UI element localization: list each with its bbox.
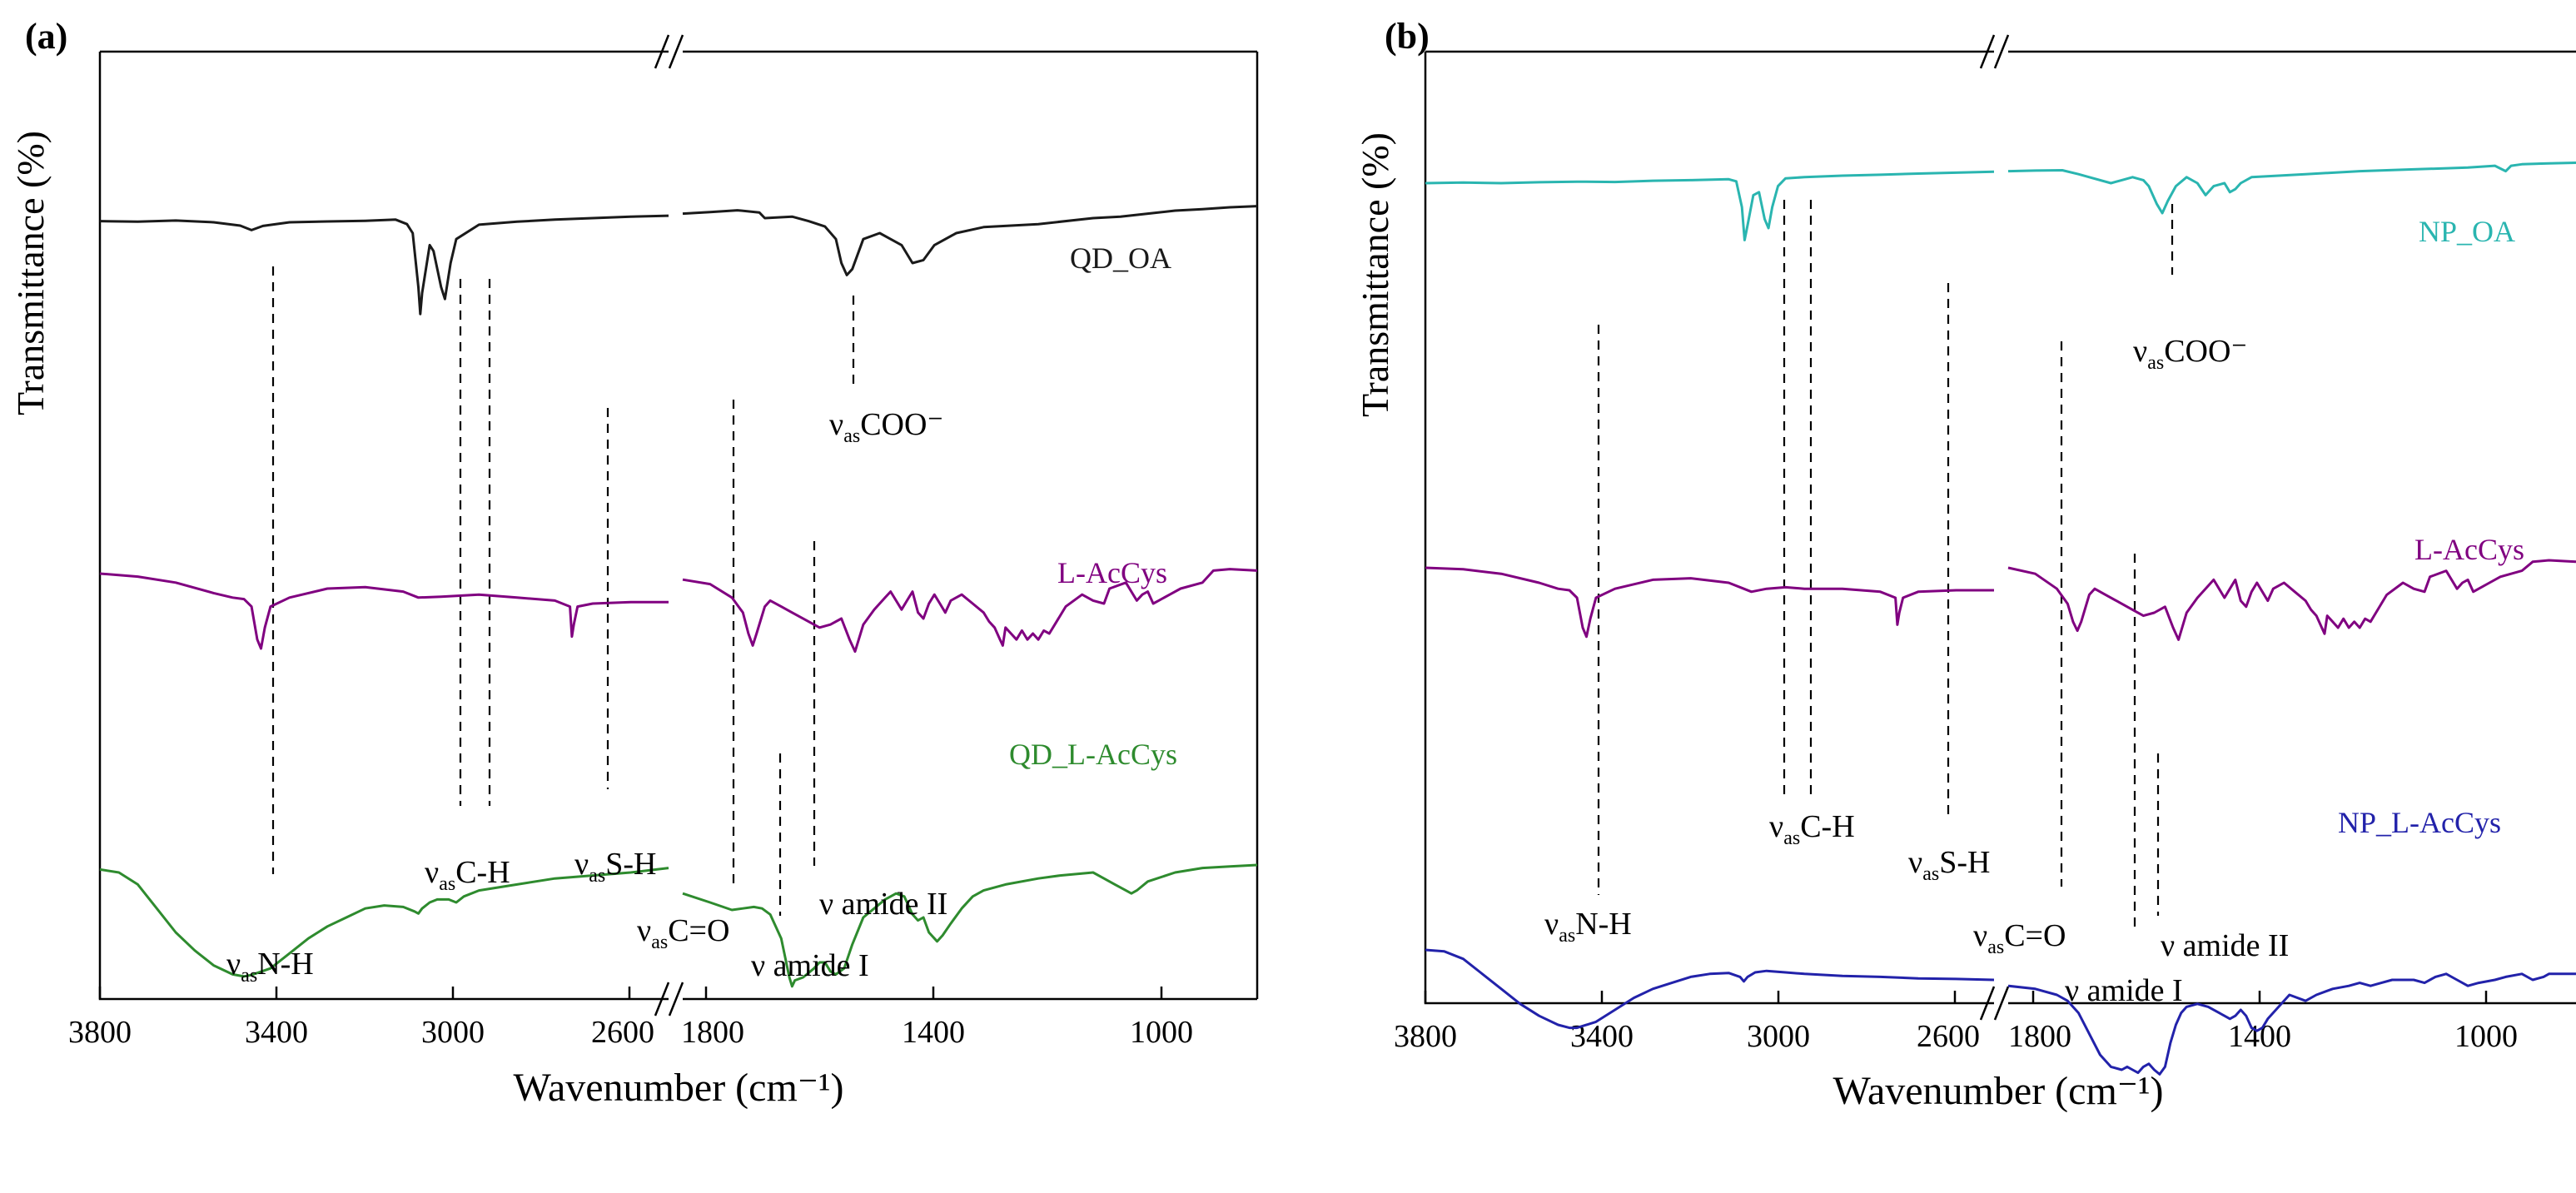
series-label-l-accys: L-AcCys: [1057, 556, 1167, 589]
series-label-np-l-accys: NP_L-AcCys: [2338, 806, 2501, 839]
annotation-amide-ii: ν amide II: [819, 887, 947, 922]
series-line-l-accys: [682, 568, 1258, 654]
x-tick-labels: 3800 3400 3000 2600 1800 1400 1000: [1394, 1019, 2518, 1054]
x-tick-labels: 3800 3400 3000 2600 1800 1400 1000: [68, 1015, 1193, 1050]
series-line-np-l-accys: [1425, 948, 1995, 1030]
x-axis-label: Wavenumber (cm⁻¹): [513, 1066, 843, 1110]
annotation-nh: νasN-H: [1544, 907, 1632, 947]
x-tick-label: 1000: [2454, 1019, 2518, 1054]
annotation-amide-ii: ν amide II: [2161, 928, 2289, 963]
series-line-qd-l-accys: [682, 863, 1258, 988]
y-axis-label: Transmittance (%): [1354, 132, 1396, 417]
series-line-qd-oa: [99, 214, 669, 316]
x-tick-label: 3800: [1394, 1019, 1457, 1054]
axis-break-marks: [1979, 34, 2010, 1021]
x-tick-label: 2600: [1917, 1019, 1980, 1054]
annotation-amide-i: ν amide I: [751, 948, 869, 983]
x-tick-label: 3400: [1570, 1019, 1634, 1054]
x-tick-label: 1400: [2228, 1019, 2291, 1054]
reference-lines: [271, 266, 855, 916]
series-label-l-accys: L-AcCys: [2414, 533, 2524, 566]
peak-annotations: νasCOO⁻ νasN-H νasC-H νasS-H νasC=O ν am…: [1544, 334, 2289, 1008]
x-ticks: [1424, 991, 2488, 1003]
annotation-coo: νasCOO⁻: [2133, 334, 2247, 374]
series-line-l-accys: [2007, 559, 2576, 641]
x-tick-label: 3000: [1747, 1019, 1810, 1054]
peak-annotations: νasCOO⁻ νasN-H νasC-H νasS-H νasC=O ν am…: [226, 407, 947, 987]
panel-label: (b): [1385, 16, 1430, 57]
panel-label: (a): [25, 16, 67, 57]
x-tick-label: 1000: [1130, 1015, 1193, 1050]
panel-a: (a) Transmittance (%) 3800 3400 3000 260…: [9, 16, 1259, 1110]
plot-frame: [98, 50, 1259, 1001]
series-label-qd-oa: QD_OA: [1070, 241, 1171, 275]
annotation-amide-i: ν amide I: [2065, 973, 2183, 1008]
series-line-np-oa: [1425, 170, 1995, 241]
x-tick-label: 2600: [591, 1015, 654, 1050]
annotation-coo: νasCOO⁻: [829, 407, 943, 447]
x-tick-label: 1800: [2008, 1019, 2071, 1054]
annotation-ch: νasC-H: [1769, 809, 1855, 849]
x-axis-label: Wavenumber (cm⁻¹): [1833, 1069, 2163, 1113]
y-axis-label: Transmittance (%): [9, 131, 52, 415]
series-labels: NP_OA L-AcCys NP_L-AcCys: [2338, 215, 2524, 839]
annotation-nh: νasN-H: [226, 947, 314, 987]
series-line-np-l-accys: [2007, 972, 2576, 1076]
reference-lines: [1597, 200, 2174, 928]
series-line-qd-oa: [682, 205, 1258, 276]
series-label-np-oa: NP_OA: [2419, 215, 2515, 248]
x-tick-label: 1400: [902, 1015, 965, 1050]
x-ticks: [98, 987, 1163, 999]
series-curves: [99, 205, 1258, 988]
series-line-l-accys: [1425, 566, 1994, 639]
series-line-l-accys: [99, 572, 669, 650]
x-tick-label: 3800: [68, 1015, 132, 1050]
series-curves: [1425, 162, 2576, 1076]
series-label-qd-l-accys: QD_L-AcCys: [1009, 738, 1177, 771]
annotation-sh: νasS-H: [1908, 845, 1990, 885]
annotation-co: νasC=O: [1973, 918, 2066, 958]
axis-break-marks: [654, 34, 684, 1017]
series-line-np-oa: [2007, 162, 2576, 215]
annotation-co: νasC=O: [637, 913, 729, 953]
series-line-qd-l-accys: [99, 867, 669, 978]
panel-b: (b) Transmittance (%) 3800 3400 3000 260…: [1354, 16, 2576, 1113]
x-tick-label: 3400: [245, 1015, 308, 1050]
x-tick-label: 3000: [421, 1015, 485, 1050]
annotation-ch: νasC-H: [425, 855, 510, 895]
series-labels: QD_OA L-AcCys QD_L-AcCys: [1009, 241, 1177, 771]
annotation-sh: νasS-H: [574, 847, 656, 887]
x-tick-label: 1800: [681, 1015, 744, 1050]
plot-frame: [1424, 50, 2576, 1005]
